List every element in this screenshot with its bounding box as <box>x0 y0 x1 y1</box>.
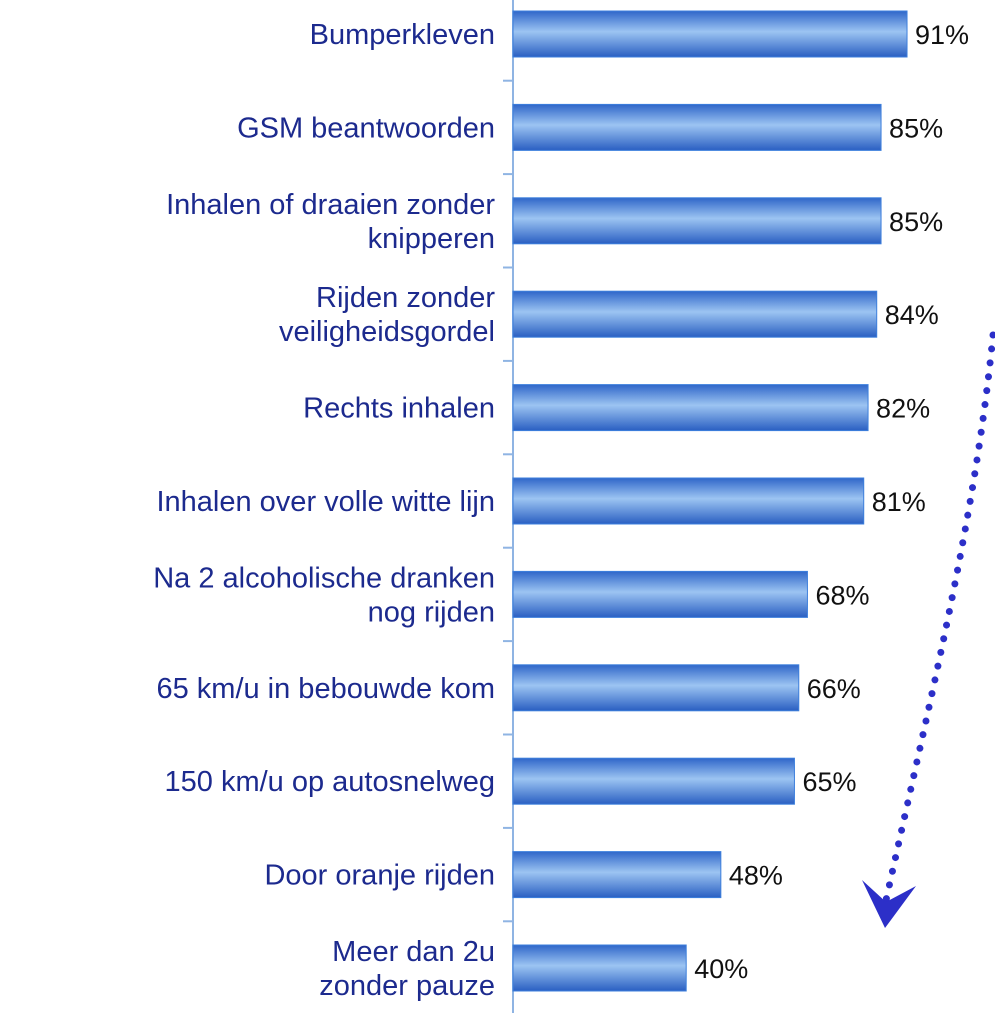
bar <box>512 197 882 245</box>
value-label: 65% <box>802 767 856 797</box>
bar <box>512 757 795 805</box>
category-label: Na 2 alcoholische dranken nog rijden <box>153 562 495 628</box>
category-label: Inhalen over volle witte lijn <box>156 486 495 518</box>
category-label: Rechts inhalen <box>303 393 495 425</box>
category-label: 65 km/u in bebouwde kom <box>156 673 495 705</box>
trend-arrow <box>881 331 995 909</box>
value-label: 85% <box>889 207 943 237</box>
category-label: Meer dan 2u zonder pauze <box>319 936 495 1002</box>
category-label: Rijden zonder veiligheidsgordel <box>279 282 495 348</box>
value-label: 91% <box>915 20 969 50</box>
bar <box>512 10 908 58</box>
value-label: 66% <box>807 674 861 704</box>
value-label: 40% <box>694 954 748 984</box>
category-label: GSM beantwoorden <box>237 112 495 144</box>
bar <box>512 570 808 618</box>
category-label: Door oranje rijden <box>264 860 495 892</box>
value-label: 84% <box>885 300 939 330</box>
bar <box>512 103 882 151</box>
category-label: 150 km/u op autosnelweg <box>165 766 496 798</box>
category-label: Bumperkleven <box>310 19 495 51</box>
value-label: 48% <box>729 861 783 891</box>
bar <box>512 384 869 432</box>
value-label: 81% <box>872 487 926 517</box>
bar <box>512 290 878 338</box>
category-label: Inhalen of draaien zonder knipperen <box>166 189 495 255</box>
value-label: 85% <box>889 113 943 143</box>
arrow-head <box>862 880 916 928</box>
bar <box>512 477 865 525</box>
value-label: 68% <box>815 580 869 610</box>
bar <box>512 944 687 992</box>
bar <box>512 851 722 899</box>
bar <box>512 664 800 712</box>
value-label: 82% <box>876 394 930 424</box>
